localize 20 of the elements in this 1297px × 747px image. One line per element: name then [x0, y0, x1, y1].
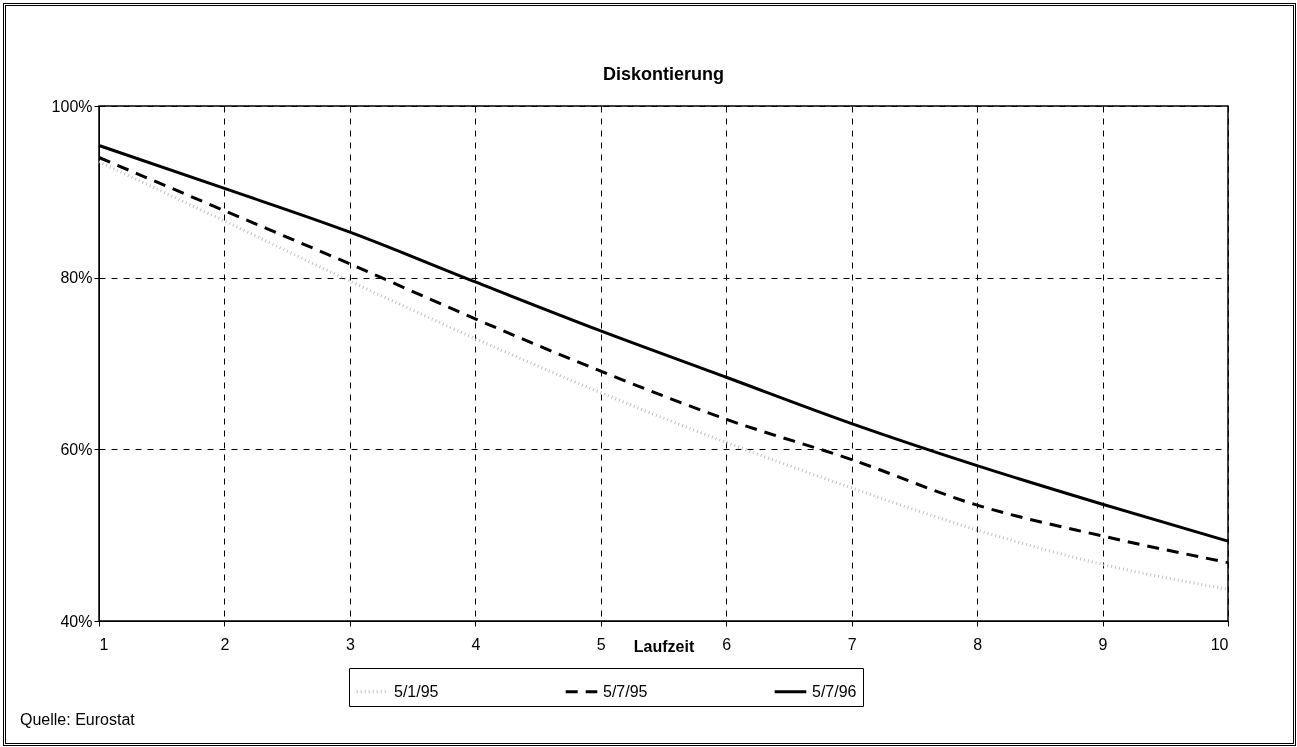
source-note: Quelle: Eurostat — [20, 711, 135, 729]
x-tick-label: 9 — [1098, 635, 1108, 653]
x-tick-label: 2 — [220, 635, 230, 653]
x-tick-label: 4 — [471, 635, 481, 653]
x-tick-label: 10 — [1210, 635, 1229, 653]
x-tick-label: 5 — [596, 635, 606, 653]
chart-title: Diskontierung — [602, 64, 725, 84]
x-tick-label: 1 — [99, 635, 109, 653]
legend-label: 5/7/96 — [812, 682, 857, 700]
legend-label: 5/1/95 — [394, 682, 439, 700]
legend-label: 5/7/95 — [603, 682, 648, 700]
y-tick-label: 100% — [51, 97, 93, 115]
y-tick-label: 40% — [60, 612, 93, 630]
x-tick-label: 6 — [722, 635, 732, 653]
x-tick-label: 3 — [345, 635, 355, 653]
x-tick-label: 7 — [847, 635, 857, 653]
x-axis-title: Laufzeit — [633, 637, 695, 655]
y-tick-label: 60% — [60, 440, 93, 458]
x-tick-label: 8 — [973, 635, 983, 653]
y-tick-label: 80% — [60, 269, 93, 287]
